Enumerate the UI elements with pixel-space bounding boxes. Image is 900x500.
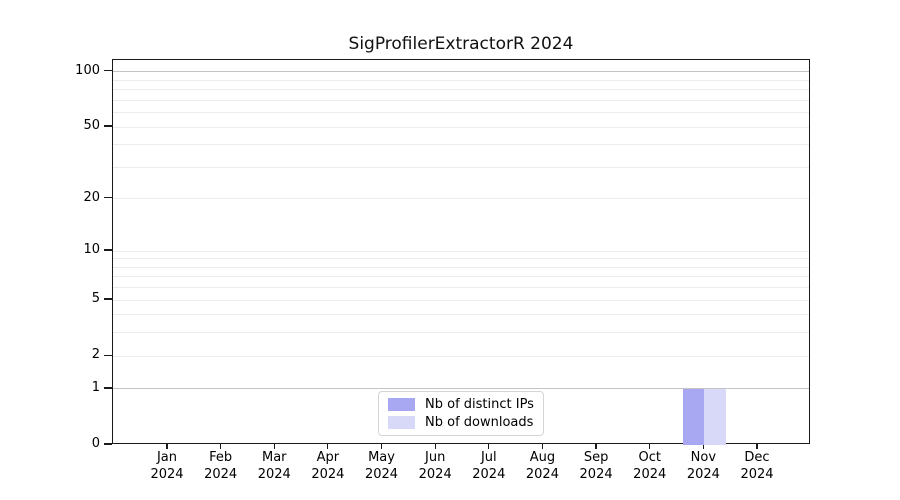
x-tick bbox=[649, 444, 651, 449]
x-tick-year: 2024 bbox=[579, 466, 613, 482]
gridline-major bbox=[113, 299, 809, 301]
gridline-minor bbox=[113, 258, 809, 260]
gridline-minor bbox=[113, 276, 809, 278]
y-tick bbox=[104, 354, 112, 356]
x-tick bbox=[488, 444, 490, 449]
bar-nb-of-distinct-ips-nov bbox=[682, 388, 705, 445]
x-tick-year: 2024 bbox=[740, 466, 774, 482]
x-tick-year: 2024 bbox=[204, 466, 238, 482]
y-tick-label: 100 bbox=[75, 62, 100, 78]
gridline-minor bbox=[113, 112, 809, 114]
legend-swatch-downloads bbox=[388, 416, 415, 429]
x-tick bbox=[541, 444, 544, 449]
x-tick-year: 2024 bbox=[150, 466, 184, 482]
y-tick bbox=[104, 70, 112, 72]
y-tick bbox=[104, 249, 112, 251]
x-tick bbox=[220, 444, 222, 449]
y-tick bbox=[104, 125, 112, 127]
x-tick-month: Aug bbox=[529, 450, 556, 465]
x-tick-month: May bbox=[368, 450, 395, 465]
x-tick bbox=[166, 444, 168, 449]
bar-nb-of-downloads-nov bbox=[704, 388, 726, 445]
gridline-minor bbox=[113, 166, 809, 168]
gridline-major bbox=[113, 198, 809, 200]
plot-area: Nb of distinct IPs Nb of downloads bbox=[112, 59, 810, 445]
x-tick-month: Jun bbox=[425, 450, 446, 465]
x-tick-month: Dec bbox=[744, 450, 770, 465]
gridline-minor bbox=[113, 79, 809, 81]
x-tick-label: Jul 2024 bbox=[457, 450, 521, 483]
x-tick-label: Mar 2024 bbox=[242, 450, 306, 483]
x-tick-label: Nov 2024 bbox=[671, 450, 735, 483]
y-tick bbox=[104, 298, 112, 300]
y-tick-label: 2 bbox=[91, 347, 100, 363]
y-tick-label: 50 bbox=[83, 118, 100, 134]
x-tick-month: Oct bbox=[638, 450, 661, 465]
legend-item-distinct-ips: Nb of distinct IPs bbox=[388, 397, 534, 412]
gridline-major bbox=[113, 388, 809, 390]
x-tick bbox=[756, 444, 758, 449]
x-tick bbox=[702, 444, 704, 449]
x-tick-label: Sep 2024 bbox=[564, 450, 628, 483]
legend-swatch-distinct-ips bbox=[388, 398, 415, 411]
legend: Nb of distinct IPs Nb of downloads bbox=[378, 391, 544, 436]
gridline-major bbox=[113, 71, 809, 73]
x-tick-year: 2024 bbox=[364, 466, 399, 482]
x-tick-label: Jan 2024 bbox=[135, 450, 199, 483]
gridline-minor bbox=[113, 314, 809, 316]
gridline-minor bbox=[113, 287, 809, 289]
x-tick-label: Aug 2024 bbox=[510, 450, 574, 483]
gridline-minor bbox=[113, 89, 809, 91]
x-tick-month: Jul bbox=[480, 450, 497, 465]
x-tick-label: Dec 2024 bbox=[725, 450, 789, 483]
x-tick-year: 2024 bbox=[686, 466, 720, 482]
legend-label-downloads: Nb of downloads bbox=[425, 415, 534, 430]
y-tick bbox=[104, 387, 112, 389]
x-tick-month: Feb bbox=[209, 450, 233, 465]
x-tick-year: 2024 bbox=[472, 466, 506, 482]
x-tick-year: 2024 bbox=[257, 466, 291, 482]
x-tick-label: Feb 2024 bbox=[189, 450, 253, 483]
y-tick-label: 0 bbox=[91, 436, 100, 451]
gridline-minor bbox=[113, 99, 809, 101]
x-tick-month: Jan bbox=[156, 450, 178, 465]
x-tick-year: 2024 bbox=[633, 466, 667, 482]
x-tick-month: Apr bbox=[316, 450, 340, 465]
x-tick-label: May 2024 bbox=[350, 450, 414, 483]
x-tick bbox=[380, 444, 383, 449]
x-tick-year: 2024 bbox=[525, 466, 559, 482]
x-tick bbox=[434, 444, 436, 449]
legend-item-downloads: Nb of downloads bbox=[388, 415, 534, 430]
legend-label-distinct-ips: Nb of distinct IPs bbox=[425, 397, 534, 412]
y-tick-label: 1 bbox=[91, 379, 100, 395]
gridline-major bbox=[113, 126, 809, 128]
gridline-minor bbox=[113, 144, 809, 146]
x-tick bbox=[595, 444, 597, 449]
x-tick-year: 2024 bbox=[311, 466, 345, 482]
y-tick bbox=[104, 197, 112, 199]
x-tick-month: Mar bbox=[262, 450, 287, 465]
gridline-major bbox=[113, 250, 809, 252]
gridline-major bbox=[113, 355, 809, 357]
y-tick bbox=[104, 443, 112, 445]
y-tick-label: 5 bbox=[91, 291, 100, 307]
x-tick bbox=[327, 444, 329, 449]
x-tick-month: Sep bbox=[583, 450, 609, 465]
x-tick-label: Apr 2024 bbox=[296, 450, 360, 483]
y-tick-label: 10 bbox=[83, 242, 100, 258]
gridline-minor bbox=[113, 332, 809, 334]
x-tick-month: Nov bbox=[690, 450, 717, 465]
x-tick-label: Jun 2024 bbox=[403, 450, 467, 483]
x-tick bbox=[273, 444, 275, 449]
y-tick-label: 20 bbox=[83, 189, 100, 205]
chart-title: SigProfilerExtractorR 2024 bbox=[348, 34, 574, 54]
gridline-minor bbox=[113, 266, 809, 268]
x-tick-label: Oct 2024 bbox=[618, 450, 682, 483]
x-tick-year: 2024 bbox=[418, 466, 452, 482]
